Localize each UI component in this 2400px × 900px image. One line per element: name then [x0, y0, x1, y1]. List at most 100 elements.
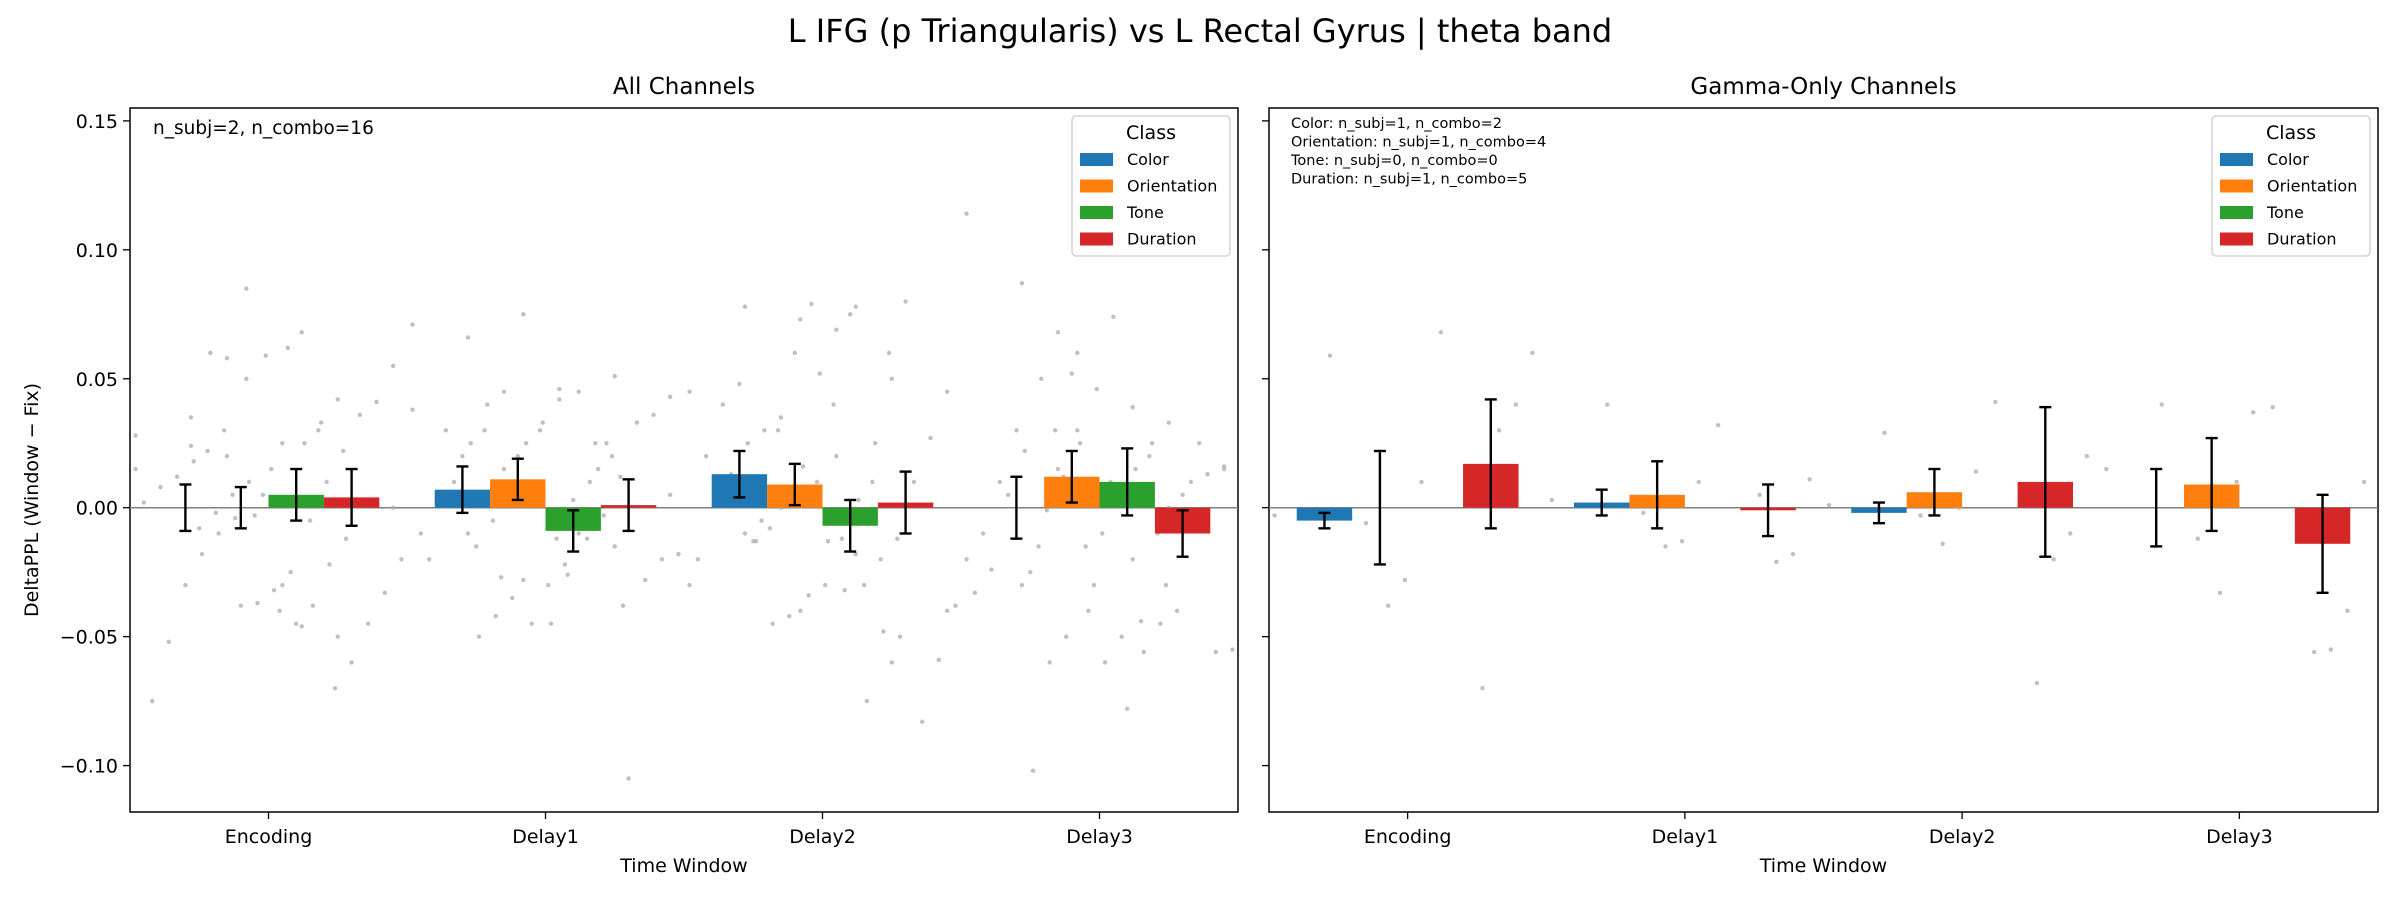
data-point	[687, 582, 692, 588]
data-point	[1036, 544, 1041, 549]
data-point	[1496, 428, 1502, 433]
y-tick-label: 0.15	[76, 111, 118, 133]
panel-annotation: n_subj=2, n_combo=16	[153, 118, 374, 139]
data-point	[944, 389, 950, 394]
data-point	[501, 389, 507, 394]
data-point	[554, 536, 559, 541]
x-tick-label: Encoding	[1364, 826, 1452, 848]
legend-title: Class	[2266, 122, 2316, 144]
data-point	[557, 386, 562, 392]
data-point	[584, 536, 590, 541]
data-point	[787, 613, 792, 619]
data-point	[1174, 608, 1180, 614]
data-point	[604, 441, 609, 446]
data-point	[2159, 402, 2164, 407]
y-tick-label: 0.05	[76, 369, 118, 391]
data-point	[418, 531, 424, 536]
data-point	[751, 539, 756, 544]
data-point	[199, 551, 205, 557]
data-point	[1094, 386, 1099, 392]
data-point	[540, 420, 545, 425]
data-point	[2312, 649, 2317, 655]
data-point	[244, 286, 249, 291]
data-point	[1386, 603, 1391, 608]
legend-swatch-orientation	[2220, 179, 2253, 193]
data-point	[737, 381, 742, 387]
data-point	[1075, 350, 1080, 356]
data-point	[1663, 544, 1668, 549]
data-point	[523, 441, 529, 446]
legend-swatch-color	[1080, 153, 1113, 166]
panel-2: Gamma-Only Channels Encoding Delay1 Delay2 D…	[1262, 74, 2379, 877]
data-point	[848, 312, 853, 317]
data-point	[1272, 513, 1277, 518]
data-point	[1993, 399, 1998, 405]
data-point	[332, 686, 338, 691]
data-point	[410, 322, 415, 327]
data-point	[626, 776, 631, 781]
data-point	[562, 562, 568, 567]
data-point	[1480, 686, 1485, 691]
data-point	[1549, 497, 1554, 503]
data-point	[197, 526, 202, 531]
data-point	[825, 539, 831, 544]
data-point	[269, 466, 274, 472]
data-point	[1757, 492, 1762, 498]
data-point	[2084, 453, 2090, 459]
data-point	[806, 593, 811, 598]
data-point	[426, 557, 432, 562]
data-point	[1133, 466, 1138, 472]
data-point	[174, 474, 180, 479]
data-point	[521, 577, 526, 583]
data-point	[861, 582, 867, 588]
data-point	[1091, 582, 1097, 588]
data-point	[285, 345, 291, 351]
legend-swatch-duration	[2220, 232, 2253, 246]
data-point	[1102, 660, 1108, 665]
data-point	[238, 603, 243, 608]
data-point	[1130, 404, 1135, 410]
data-point	[1826, 502, 1832, 508]
data-point	[260, 492, 266, 498]
data-point	[980, 531, 986, 536]
data-point	[382, 590, 388, 596]
data-point	[864, 698, 870, 704]
data-point	[1205, 471, 1210, 477]
data-point	[205, 448, 210, 454]
x-tick-label: Delay1	[1652, 826, 1719, 848]
x-tick-label: Delay3	[2206, 826, 2273, 848]
data-point	[324, 479, 329, 485]
data-point	[1197, 441, 1202, 446]
data-point	[814, 479, 820, 485]
figure-title: L IFG (p Triangularis) vs L Rectal Gyrus…	[788, 12, 1612, 50]
data-point	[798, 317, 803, 322]
data-point	[895, 536, 900, 541]
legend-swatch-duration	[1080, 232, 1113, 246]
data-point	[366, 621, 371, 626]
data-point	[831, 402, 836, 407]
data-point	[191, 459, 196, 464]
legend-label-orientation: Orientation	[1127, 177, 1217, 196]
data-point	[1119, 634, 1124, 639]
data-point	[612, 373, 617, 379]
data-point	[546, 582, 551, 588]
data-point	[2217, 590, 2223, 596]
data-point	[997, 479, 1002, 485]
data-point	[742, 531, 748, 536]
data-point	[374, 399, 379, 405]
legend-swatch-tone	[2220, 206, 2253, 219]
data-point	[310, 603, 316, 608]
data-point	[2068, 531, 2073, 536]
data-point	[443, 428, 448, 433]
data-point	[166, 639, 171, 645]
data-point	[299, 330, 304, 335]
data-point	[498, 575, 504, 580]
x-axis-label: Time Window	[1759, 855, 1887, 877]
data-point	[357, 412, 363, 418]
data-point	[676, 551, 681, 557]
data-point	[224, 355, 230, 361]
data-point	[1163, 582, 1169, 588]
legend-label-duration: Duration	[2267, 230, 2337, 249]
data-point	[1679, 539, 1685, 544]
data-point	[1019, 281, 1025, 286]
